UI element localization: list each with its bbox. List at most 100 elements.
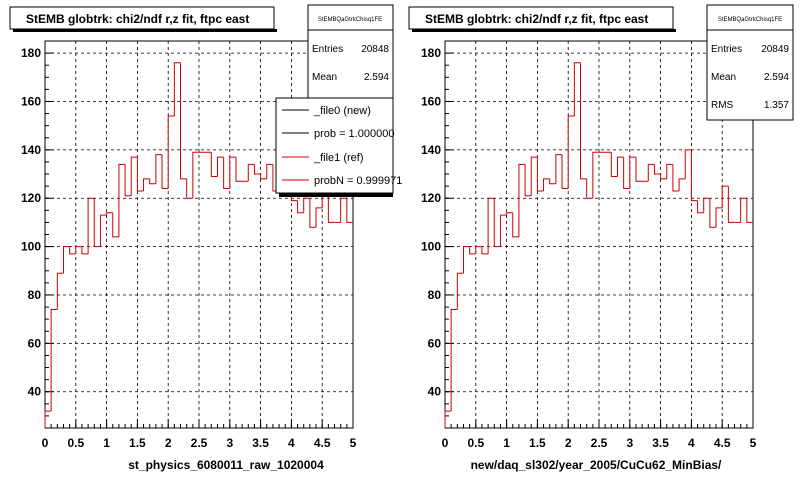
histogram-panel-left: StEMB globtrk: chi2/ndf r,z fit, ftpc ea… xyxy=(9,4,402,472)
legend-frame xyxy=(275,97,394,194)
stats-entries-value: 20848 xyxy=(361,44,389,55)
x-tick-label: 3.5 xyxy=(652,436,669,450)
x-tick-label: 0 xyxy=(42,436,49,450)
x-tick-label: 3 xyxy=(226,436,233,450)
histogram-bin xyxy=(493,198,501,248)
stats-box: StEMBQaGtrkChisq1FE Entries 20849 Mean 2… xyxy=(706,4,794,121)
histogram-bin xyxy=(260,174,267,180)
histogram-bin xyxy=(216,156,224,177)
stats-mean-value: 2.594 xyxy=(764,72,789,83)
y-tick-label: 60 xyxy=(28,336,42,350)
x-axis-ticks: 0 0.5 1 1.5 2 2.5 3 3.5 4 4.5 5 xyxy=(442,419,757,450)
histogram-bin xyxy=(229,156,236,189)
x-axis-title: new/daq_sl302/year_2005/CuCu62_MinBias/ xyxy=(471,458,722,472)
stats-box: StEMBQaGtrkChisq1FE Entries 20848 Mean 2… xyxy=(307,4,394,112)
histogram-bin xyxy=(444,410,452,428)
histogram-bin xyxy=(167,115,175,189)
x-tick-label: 4 xyxy=(288,436,295,450)
x-tick-label: 3 xyxy=(626,436,633,450)
legend-label-prob: prob = 1.000000 xyxy=(314,128,394,140)
histogram-bin xyxy=(697,200,704,214)
y-tick-label: 40 xyxy=(428,385,442,399)
histogram-bin xyxy=(690,149,698,202)
title-box-shadow xyxy=(13,29,277,32)
histogram-bin xyxy=(143,178,150,191)
x-tick-label: 0 xyxy=(442,436,449,450)
y-tick-label: 40 xyxy=(28,385,42,399)
histogram-bin xyxy=(469,246,476,255)
stats-mean-label: Mean xyxy=(312,72,337,83)
histogram-series xyxy=(444,62,753,428)
title-box-shadow xyxy=(412,29,676,32)
histogram-bin xyxy=(266,163,273,179)
histogram-bin xyxy=(210,152,218,177)
x-tick-label: 1 xyxy=(503,436,510,450)
histogram-bin xyxy=(327,186,335,223)
y-tick-label: 80 xyxy=(28,288,42,302)
histogram-bin xyxy=(56,272,64,310)
x-tick-label: 4 xyxy=(688,436,695,450)
histogram-bin xyxy=(462,246,470,274)
stats-name: StEMBQaGtrkChisq1FE xyxy=(718,17,782,23)
histogram-bin xyxy=(118,163,126,237)
stats-box-frame xyxy=(307,4,394,112)
histogram-bin xyxy=(69,246,76,255)
legend-shadow xyxy=(279,193,393,197)
x-tick-label: 2 xyxy=(565,436,572,450)
histogram-bin xyxy=(616,156,624,177)
histogram-bin xyxy=(678,178,686,191)
histogram-bin xyxy=(106,212,113,216)
histogram-bin xyxy=(44,410,52,428)
histogram-bin xyxy=(524,164,532,197)
histogram-bin xyxy=(62,246,70,274)
x-tick-label: 0.5 xyxy=(67,436,84,450)
x-tick-label: 2.5 xyxy=(191,436,208,450)
stats-entries-label: Entries xyxy=(312,44,343,55)
stats-entries-label: Entries xyxy=(711,44,742,55)
stats-box-frame xyxy=(706,4,794,121)
x-tick-label: 5 xyxy=(750,436,757,450)
histogram-bin xyxy=(99,214,107,247)
y-tick-label: 120 xyxy=(421,191,441,205)
y-axis-ticks: 40 60 80 100 120 140 160 180 xyxy=(21,40,54,429)
y-tick-label: 120 xyxy=(21,191,41,205)
histogram-bin xyxy=(136,157,144,192)
histogram-bin xyxy=(309,198,317,228)
y-tick-label: 140 xyxy=(21,143,41,157)
y-tick-label: 180 xyxy=(21,46,41,60)
y-tick-label: 100 xyxy=(421,240,441,254)
histogram-bin xyxy=(672,164,680,192)
y-tick-label: 80 xyxy=(428,288,442,302)
histogram-bin xyxy=(721,185,729,208)
histogram-bin xyxy=(635,157,643,182)
stats-entries-value: 20849 xyxy=(761,44,789,55)
histogram-bin xyxy=(666,163,673,179)
histogram-bin xyxy=(192,151,199,199)
x-tick-label: 1.5 xyxy=(129,436,146,450)
y-tick-label: 180 xyxy=(421,46,441,60)
stats-mean-value: 2.594 xyxy=(364,72,389,83)
histogram-bin xyxy=(647,163,655,182)
histogram-bin xyxy=(543,178,550,191)
histogram-bin xyxy=(450,308,458,412)
histogram-bin xyxy=(50,308,58,412)
legend: _file0 (new) prob = 1.000000 _file1 (ref… xyxy=(275,97,402,197)
histogram-bin xyxy=(487,197,495,254)
x-axis-ticks: 0 0.5 1 1.5 2 2.5 3 3.5 4 4.5 5 xyxy=(42,419,357,450)
histogram-bin xyxy=(561,154,569,190)
x-tick-label: 2 xyxy=(165,436,172,450)
grid-lines xyxy=(45,41,353,428)
chart-title: StEMB globtrk: chi2/ndf r,z fit, ftpc ea… xyxy=(26,12,249,26)
histogram-bin xyxy=(530,156,538,196)
y-tick-label: 160 xyxy=(421,94,441,108)
histogram-bin xyxy=(653,164,661,175)
histogram-bin xyxy=(481,246,489,255)
histogram-bin xyxy=(715,207,723,228)
histogram-bin xyxy=(186,178,193,199)
histogram-panel-right: StEMB globtrk: chi2/ndf r,z fit, ftpc ea… xyxy=(408,4,794,472)
y-tick-label: 60 xyxy=(428,336,442,350)
histogram-bin xyxy=(518,163,526,237)
histogram-bin xyxy=(124,164,132,197)
stats-name: StEMBQaGtrkChisq1FE xyxy=(318,17,382,23)
histogram-bin xyxy=(629,156,636,189)
